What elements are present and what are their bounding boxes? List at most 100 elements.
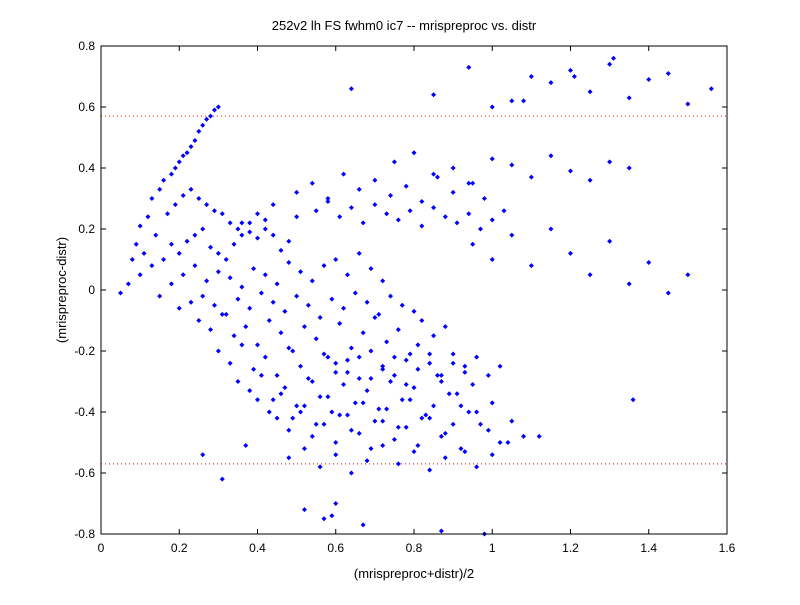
y-tick-label: 0.8 [78, 39, 95, 53]
data-point [333, 501, 339, 506]
data-point [521, 98, 527, 104]
data-point [180, 153, 186, 159]
data-point [427, 467, 433, 473]
data-point [419, 415, 425, 421]
data-point [391, 372, 397, 378]
data-point [313, 421, 319, 427]
data-point [282, 385, 288, 391]
data-point [290, 348, 296, 354]
data-point [388, 192, 394, 198]
data-point [478, 226, 484, 232]
data-point [489, 104, 495, 110]
data-point [294, 214, 300, 220]
data-point [188, 144, 194, 150]
data-point [227, 275, 233, 281]
data-point [286, 260, 292, 266]
data-point [239, 284, 245, 290]
data-point [395, 217, 401, 223]
data-point [247, 305, 253, 311]
data-point [231, 241, 237, 247]
y-tick-label: -0.4 [74, 405, 95, 419]
data-point [372, 177, 378, 183]
data-point [192, 263, 198, 269]
data-point [399, 397, 405, 403]
data-point [489, 217, 495, 223]
data-point [344, 357, 350, 363]
data-point [325, 196, 331, 201]
y-axis-ticks: 0.8 0.6 0.4 0.2 0 -0.2 -0.4 -0.6 -0.8 [74, 39, 727, 541]
data-point [274, 372, 280, 378]
data-point [403, 424, 409, 430]
data-point [305, 302, 311, 308]
data-point [442, 430, 448, 436]
data-point [301, 324, 307, 330]
data-point [255, 211, 260, 217]
data-point [528, 263, 534, 269]
data-point [262, 272, 268, 278]
data-point [145, 214, 151, 220]
data-point [157, 293, 163, 299]
data-point [466, 64, 472, 70]
data-point [180, 272, 186, 278]
data-point [321, 351, 327, 357]
data-point [380, 418, 386, 424]
data-point [118, 290, 124, 296]
threshold-lines [101, 115, 727, 465]
data-point [372, 418, 378, 424]
x-tick-label: 0.6 [327, 541, 344, 555]
data-point [368, 266, 374, 272]
data-point [215, 348, 221, 354]
data-point [180, 192, 186, 198]
data-point [168, 171, 174, 177]
data-point [571, 74, 577, 79]
data-point [607, 61, 613, 67]
data-point [153, 232, 159, 238]
data-point [200, 122, 206, 128]
data-point [333, 369, 339, 375]
data-point [278, 391, 284, 397]
data-point [188, 186, 194, 192]
data-point [403, 382, 409, 388]
data-point [239, 220, 245, 226]
data-point [458, 446, 464, 452]
data-point [376, 311, 382, 317]
data-point [125, 281, 131, 287]
data-point [317, 394, 323, 400]
data-point [587, 89, 593, 95]
data-point [470, 382, 476, 388]
data-point [384, 406, 390, 412]
x-tick-label: 1.4 [640, 541, 657, 555]
data-point [161, 257, 167, 262]
data-point [478, 421, 484, 427]
x-axis-label: (mrispreproc+distr)/2 [354, 566, 474, 581]
data-point [286, 455, 292, 461]
data-point [356, 250, 362, 256]
data-point [333, 360, 339, 366]
data-point [415, 443, 421, 449]
data-point [423, 412, 429, 418]
data-point [407, 351, 413, 357]
data-point [192, 232, 198, 238]
data-point [388, 293, 394, 299]
data-point [294, 403, 300, 409]
data-point [208, 327, 214, 333]
data-point [395, 327, 401, 333]
y-tick-label: 0 [88, 283, 95, 297]
data-point [215, 104, 221, 110]
data-point [337, 412, 343, 418]
data-point [286, 427, 292, 433]
data-point [536, 433, 542, 439]
data-point [227, 220, 233, 226]
data-point [384, 339, 390, 345]
data-point [235, 296, 241, 302]
y-axis-label: (mrispreproc-distr) [54, 237, 69, 343]
data-point [403, 357, 409, 363]
data-point [485, 372, 491, 378]
data-point [290, 415, 296, 421]
data-point [509, 162, 515, 168]
data-point [262, 354, 268, 360]
data-point [364, 458, 370, 464]
data-point [587, 272, 593, 278]
data-point [521, 433, 527, 439]
